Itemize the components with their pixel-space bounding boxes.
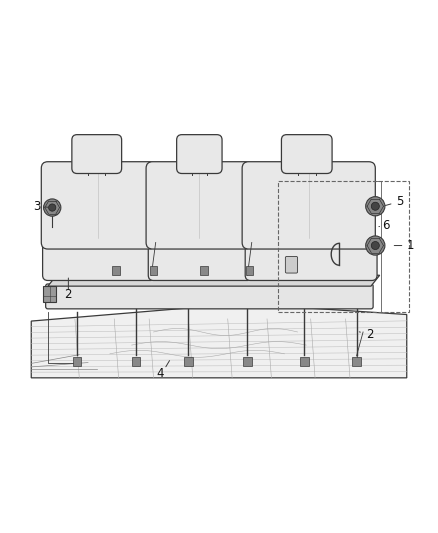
Polygon shape [31, 304, 407, 378]
Circle shape [366, 236, 385, 255]
FancyBboxPatch shape [41, 161, 155, 249]
Bar [278, 181, 409, 312]
Bar [73, 357, 81, 366]
Circle shape [49, 204, 56, 211]
FancyBboxPatch shape [146, 161, 252, 249]
Bar [352, 357, 361, 366]
Text: 2: 2 [366, 328, 373, 341]
Circle shape [371, 241, 379, 249]
FancyBboxPatch shape [148, 237, 253, 280]
Bar [184, 357, 193, 366]
FancyBboxPatch shape [46, 284, 373, 309]
Text: 4: 4 [156, 367, 164, 380]
Bar [243, 357, 252, 366]
FancyBboxPatch shape [242, 161, 375, 249]
Text: 6: 6 [382, 220, 390, 232]
Text: 5: 5 [396, 196, 403, 208]
FancyBboxPatch shape [245, 237, 377, 280]
Text: 1: 1 [406, 239, 414, 252]
Bar [42, 286, 56, 302]
Text: 2: 2 [65, 288, 72, 301]
Bar [300, 357, 308, 366]
FancyBboxPatch shape [72, 135, 122, 174]
Circle shape [43, 199, 61, 216]
Bar [246, 265, 254, 275]
FancyBboxPatch shape [282, 135, 332, 174]
Circle shape [371, 202, 379, 211]
Text: 3: 3 [33, 200, 40, 213]
Bar [150, 265, 157, 275]
FancyBboxPatch shape [42, 237, 155, 280]
FancyBboxPatch shape [286, 256, 297, 273]
Bar [113, 265, 120, 275]
FancyBboxPatch shape [177, 135, 222, 174]
Bar [132, 357, 141, 366]
Bar [200, 265, 208, 275]
Polygon shape [48, 275, 380, 286]
Circle shape [366, 197, 385, 216]
